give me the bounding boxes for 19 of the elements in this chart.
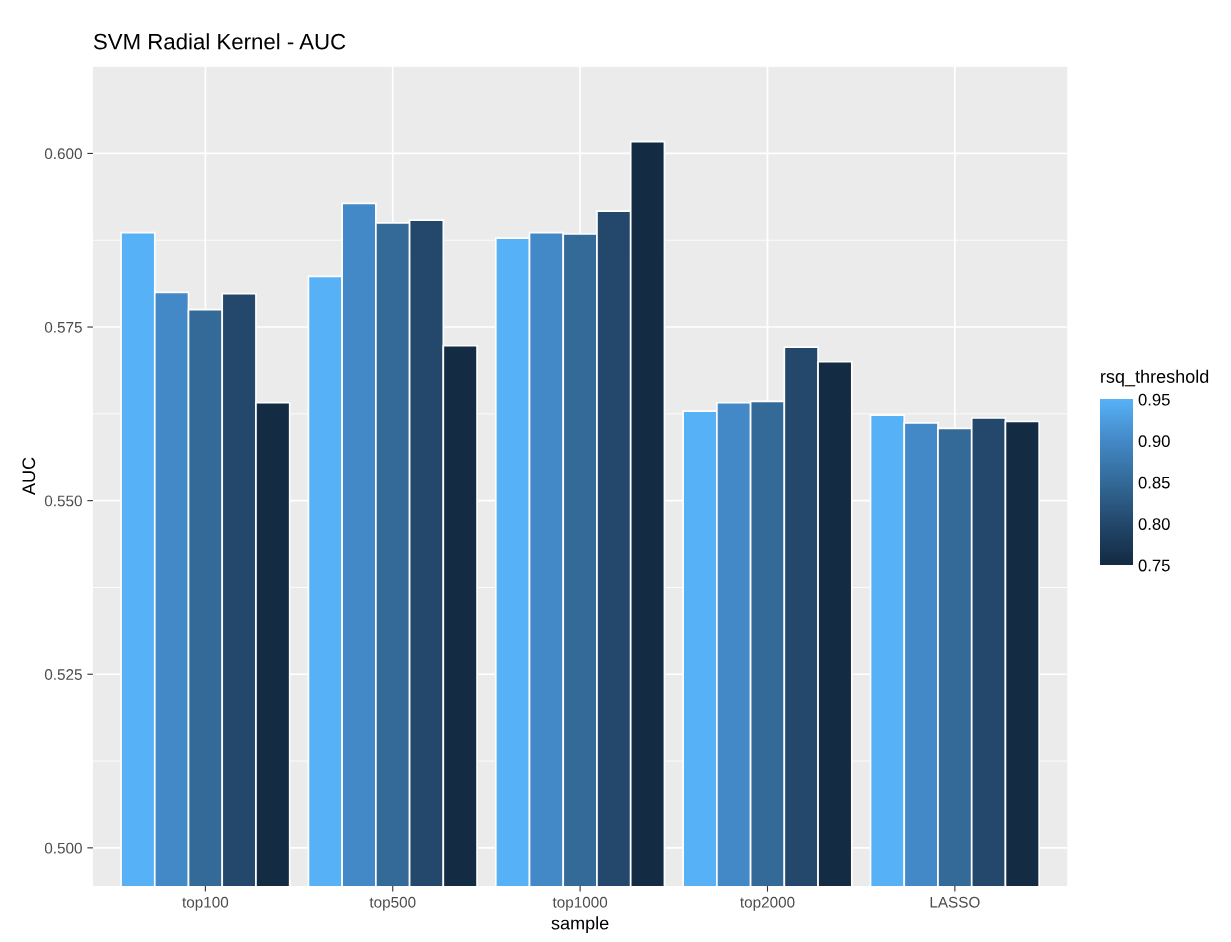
y-tick-label: 0.575 xyxy=(44,321,82,333)
x-tick-label: top1000 xyxy=(552,896,608,911)
chart-title: SVM Radial Kernel - AUC xyxy=(93,33,346,50)
y-tick-label: 0.600 xyxy=(44,148,82,160)
y-tick-label: 0.550 xyxy=(44,495,82,507)
color-bar-label: 0.85 xyxy=(1138,476,1170,489)
x-tick-label: top2000 xyxy=(740,896,795,911)
y-tick-label: 0.500 xyxy=(44,842,82,854)
x-tick-label: top500 xyxy=(369,896,416,911)
x-axis-title: sample xyxy=(551,916,609,934)
color-bar-title: rsq_threshold xyxy=(1101,369,1209,387)
color-bar-label: 0.80 xyxy=(1138,518,1170,530)
color-bar-label: 0.75 xyxy=(1138,559,1170,572)
y-tick-label: 0.525 xyxy=(44,669,82,680)
x-tick-label: top100 xyxy=(182,896,229,911)
y-axis-title: AUC xyxy=(22,457,36,496)
x-tick-label: LASSO xyxy=(930,896,980,908)
color-bar-label: 0.90 xyxy=(1138,435,1170,448)
color-bar-label: 0.95 xyxy=(1138,393,1170,406)
